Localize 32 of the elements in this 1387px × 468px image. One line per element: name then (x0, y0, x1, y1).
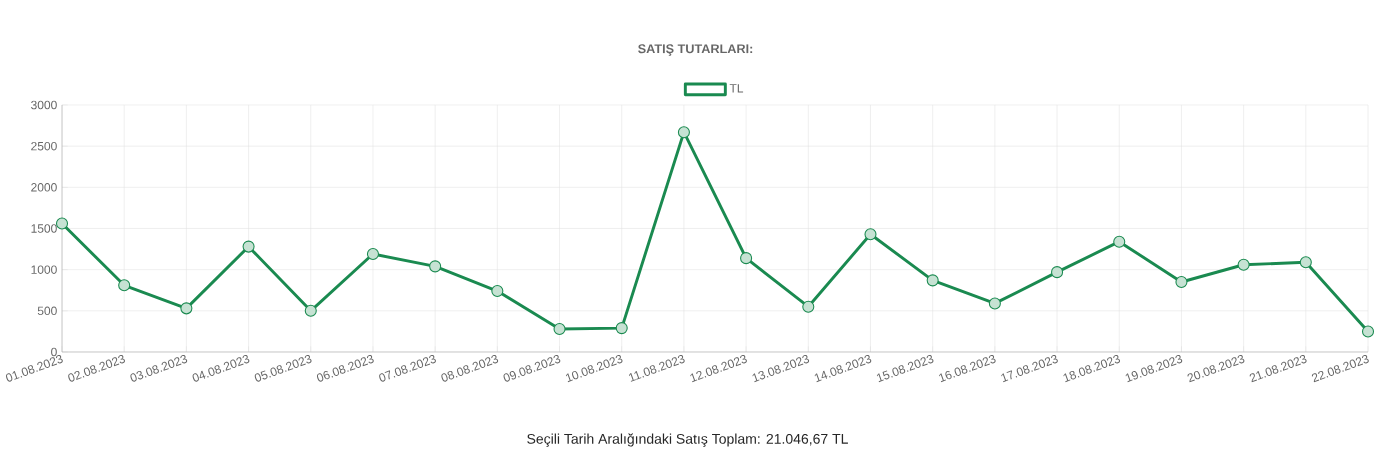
point (242, 240, 255, 253)
point (55, 217, 69, 230)
point (429, 260, 442, 273)
point (1175, 275, 1188, 289)
y-tick-label: 0 (51, 347, 57, 357)
text: Seçili Tarih Aralığındaki Satış Toplam: 21.046,67 TL (527, 433, 848, 447)
point (802, 300, 815, 313)
point (1237, 258, 1250, 271)
point (553, 322, 566, 335)
point (740, 252, 753, 265)
point (366, 247, 379, 261)
y-tick-label: 1000 (31, 265, 57, 274)
point (615, 322, 628, 335)
chart-title: SATIŞ TUTARLARI: (638, 44, 753, 56)
point (988, 297, 1001, 310)
y-tick-label: 2000 (31, 183, 57, 192)
point (180, 302, 193, 315)
point (118, 279, 131, 292)
y-tick-label: 3000 (31, 100, 57, 110)
point (304, 304, 317, 317)
legend-label: TL (729, 84, 744, 93)
y-tick-label: 2500 (31, 141, 57, 151)
point (1361, 325, 1375, 338)
point (864, 228, 877, 241)
point (1051, 266, 1064, 279)
point (491, 285, 504, 298)
y-tick-label: 500 (37, 306, 57, 316)
point (1299, 256, 1312, 269)
point (926, 274, 939, 287)
point (677, 126, 690, 139)
point (1113, 235, 1126, 248)
y-tick-label: 1500 (31, 224, 57, 233)
